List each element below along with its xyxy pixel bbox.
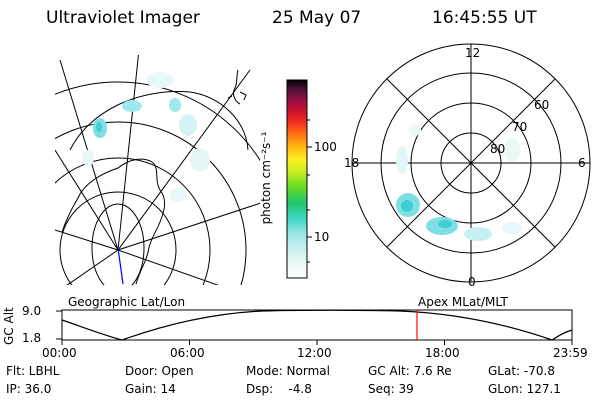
aurora-emission-polar (396, 124, 522, 241)
colorbar-tick-100: 100 (314, 140, 337, 154)
apex-panel-label: Apex MLat/MLT (418, 295, 508, 309)
timeline-xtick: 06:00 (170, 346, 205, 360)
status-mode: Mode: Normal (246, 364, 330, 378)
lat-label-60: 60 (534, 98, 550, 112)
lat-label-70: 70 (512, 120, 528, 134)
polar-mlt-plot (351, 43, 591, 283)
mlt-label-6: 6 (578, 156, 586, 170)
timeline-xtick: 23:59 (553, 346, 588, 360)
timeline-xtick: 00:00 (42, 346, 77, 360)
nadir-line (117, 247, 124, 285)
time-label: 16:45:55 UT (432, 8, 537, 28)
colorbar-tick-10: 10 (314, 230, 330, 244)
timeline-xtick: 12:00 (297, 346, 332, 360)
status-door: Door: Open (125, 364, 194, 378)
status-glon: GLon: 127.1 (488, 382, 561, 396)
geographic-panel-label: Geographic Lat/Lon (68, 295, 186, 309)
timeline-xtick: 18:00 (425, 346, 460, 360)
date-label: 25 May 07 (272, 8, 362, 28)
aurora-emission-left (82, 72, 210, 202)
colorbar-unit-label: photon cm⁻²s⁻¹ (259, 131, 273, 225)
altitude-timeline (56, 309, 573, 345)
status-gain: Gain: 14 (125, 382, 176, 396)
altitude-curve (61, 309, 573, 341)
status-glat: GLat: -70.8 (488, 364, 555, 378)
status-seq: Seq: 39 (368, 382, 414, 396)
geographic-map (55, 55, 260, 285)
lat-label-80: 80 (490, 142, 506, 156)
status-ip: IP: 36.0 (6, 382, 52, 396)
status-gc-alt: GC Alt: 7.6 Re (368, 364, 452, 378)
mlt-label-12: 12 (465, 46, 481, 60)
colorbar (286, 79, 312, 279)
status-filter: Flt: LBHL (6, 364, 60, 378)
status-dsp: Dsp: -4.8 (246, 382, 312, 396)
mlt-label-0: 0 (468, 275, 476, 289)
timeline-ytick-high: 9.0 (22, 304, 42, 318)
mlt-label-18: 18 (344, 156, 360, 170)
timeline-ytick-low: 1.8 (22, 331, 42, 345)
app-title: Ultraviolet Imager (46, 8, 200, 28)
timeline-ylabel: GC Alt (2, 307, 16, 345)
